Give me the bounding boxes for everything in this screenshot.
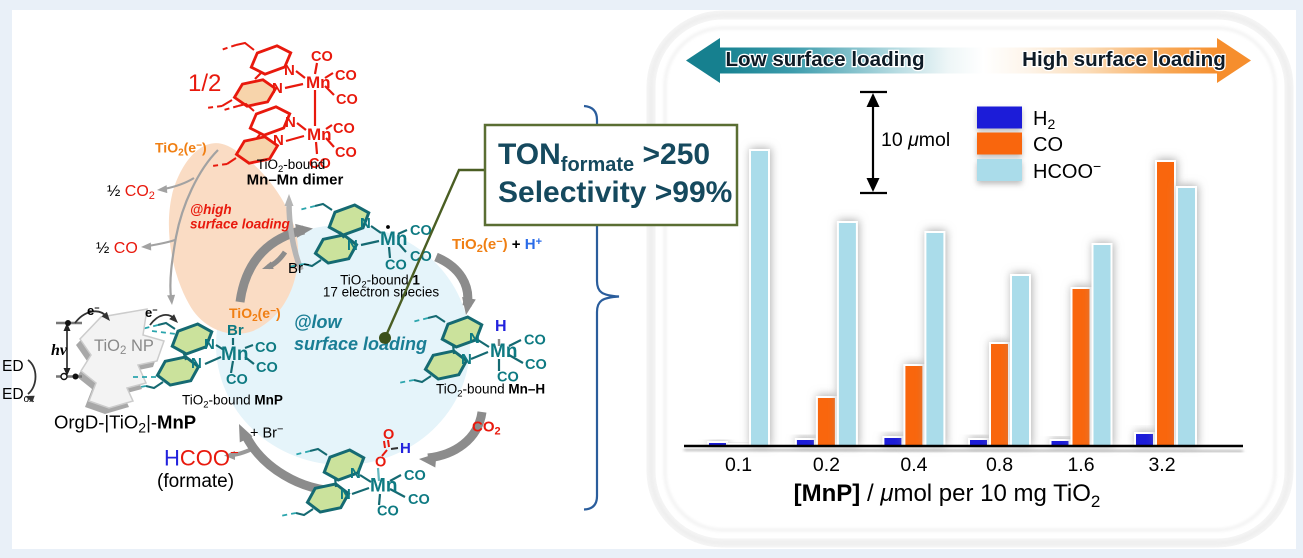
svg-text:0.2: 0.2: [813, 454, 840, 476]
svg-text:N: N: [272, 80, 283, 97]
svg-text:Mn–Mn dimer: Mn–Mn dimer: [247, 172, 344, 189]
svg-text:TiO2-bound: TiO2-bound: [257, 157, 326, 175]
svg-text:TiO2(e−): TiO2(e−): [229, 305, 281, 324]
svg-text:N: N: [360, 215, 371, 232]
svg-text:ED: ED: [2, 358, 24, 375]
svg-text:TONformate >250: TONformate >250: [498, 138, 710, 176]
svg-text:1.6: 1.6: [1067, 454, 1094, 476]
svg-text:CO: CO: [404, 468, 426, 484]
svg-text:1/2: 1/2: [188, 70, 221, 97]
svg-text:Low surface loading: Low surface loading: [725, 48, 924, 71]
svg-text:(formate): (formate): [157, 471, 234, 492]
svg-text:H: H: [400, 440, 411, 457]
svg-text:N: N: [350, 465, 361, 482]
svg-text:O: O: [383, 427, 394, 443]
svg-text:hν: hν: [51, 342, 68, 359]
svg-text:[MnP] / μmol per 10 mg TiO2: [MnP] / μmol per 10 mg TiO2: [794, 480, 1101, 511]
svg-text:3.2: 3.2: [1148, 454, 1175, 476]
svg-text:10 μmol: 10 μmol: [881, 129, 950, 151]
svg-text:N: N: [273, 132, 284, 149]
svg-text:CO: CO: [335, 145, 357, 161]
svg-text:0.8: 0.8: [986, 454, 1013, 476]
svg-text:CO: CO: [525, 357, 547, 373]
svg-text:CO: CO: [309, 156, 331, 172]
svg-text:Selectivity >99%: Selectivity >99%: [498, 176, 732, 209]
svg-text:surface loading: surface loading: [294, 334, 427, 354]
svg-text:CO: CO: [256, 360, 278, 376]
svg-text:CO2: CO2: [472, 419, 501, 438]
svg-text:0.1: 0.1: [725, 454, 752, 476]
svg-text:O: O: [375, 455, 386, 471]
svg-text:N: N: [285, 114, 296, 131]
svg-text:TiO2-bound Mn–H: TiO2-bound Mn–H: [436, 382, 545, 400]
svg-text:N: N: [347, 237, 358, 254]
svg-text:TiO2(e−) + H+: TiO2(e−) + H+: [452, 236, 542, 255]
svg-text:CO: CO: [497, 370, 519, 386]
svg-text:N: N: [461, 351, 472, 368]
svg-text:CO: CO: [335, 68, 357, 84]
svg-text:surface loading: surface loading: [190, 217, 291, 232]
svg-text:0.4: 0.4: [900, 454, 927, 476]
svg-text:N: N: [204, 336, 215, 353]
svg-text:CO: CO: [377, 504, 399, 520]
svg-text:Mn: Mn: [370, 476, 397, 497]
svg-text:N: N: [469, 330, 480, 347]
svg-text:@high: @high: [190, 202, 232, 217]
svg-text:H: H: [495, 318, 507, 335]
svg-text:Mn: Mn: [306, 73, 331, 92]
svg-text:CO: CO: [408, 492, 430, 508]
svg-text:@low: @low: [294, 312, 343, 332]
svg-text:High surface loading: High surface loading: [1022, 48, 1226, 71]
svg-text:+ Br−: + Br−: [250, 424, 283, 442]
svg-text:CO: CO: [226, 372, 248, 388]
svg-text:CO: CO: [410, 223, 432, 239]
svg-text:½ CO: ½ CO: [96, 240, 138, 257]
svg-text:HCOO−: HCOO−: [164, 445, 239, 471]
svg-text:High surface loading: High surface loading: [1022, 48, 1226, 71]
svg-text:Mn: Mn: [490, 341, 517, 362]
svg-text:Mn: Mn: [221, 344, 248, 365]
svg-text:TiO2 NP: TiO2 NP: [94, 337, 154, 357]
svg-text:N: N: [284, 62, 295, 79]
svg-text:N: N: [191, 355, 202, 372]
svg-text:CO: CO: [524, 333, 546, 349]
svg-text:CO: CO: [333, 121, 355, 137]
svg-text:TiO2(e−): TiO2(e−): [155, 140, 207, 159]
svg-text:CO: CO: [385, 258, 407, 274]
svg-text:OrgD-|TiO2|-MnP: OrgD-|TiO2|-MnP: [54, 412, 196, 436]
svg-text:CO: CO: [255, 340, 277, 356]
svg-text:CO: CO: [1033, 134, 1063, 156]
svg-text:HCOO−: HCOO−: [1033, 158, 1101, 183]
svg-text:CO: CO: [311, 49, 333, 65]
svg-text:TiO2-bound 1: TiO2-bound 1: [340, 273, 420, 291]
svg-text:17 electron species: 17 electron species: [323, 285, 440, 300]
svg-text:CO: CO: [336, 92, 358, 108]
svg-text:Mn: Mn: [307, 125, 332, 144]
svg-text:Br: Br: [227, 322, 244, 339]
svg-text:Low surface loading: Low surface loading: [725, 48, 924, 71]
svg-text:½ CO2: ½ CO2: [107, 183, 155, 202]
svg-text:Mn: Mn: [380, 229, 407, 250]
svg-text:N: N: [340, 486, 351, 503]
